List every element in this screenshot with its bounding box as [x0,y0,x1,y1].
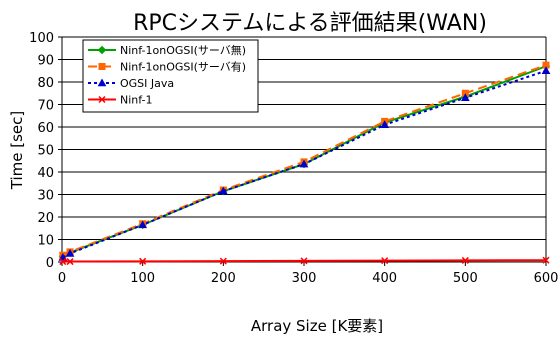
axis-layer: 0 10 20 30 40 50 60 70 80 90 100 0 100 200 300 400 500 60… [29,31,558,286]
series-line [62,64,547,257]
data-point [300,257,308,265]
y-tick-label: 50 [37,144,54,159]
data-point [219,257,227,265]
data-point [58,252,68,261]
data-point [461,256,469,264]
x-tick-label: 500 [453,271,478,286]
y-tick-label: 40 [37,166,54,181]
y-tick-label: 60 [37,121,54,136]
legend-item: Ninf-1 [88,94,153,107]
y-tick-label: 80 [37,76,54,91]
series-2 [58,66,551,261]
legend-label: OGSI Java [120,77,174,90]
data-point [139,257,147,265]
data-point [299,159,309,168]
y-tick-label: 0 [46,256,54,271]
series-layer [58,61,551,266]
x-tick-label: 300 [292,271,317,286]
legend-item: Ninf-1onOGSI(サーバ有) [88,60,246,74]
legend-swatch-marker [98,63,106,70]
y-tick-label: 30 [37,189,54,204]
data-point [541,66,551,75]
x-axis-label: Array Size [K要素] [251,317,383,335]
y-tick-label: 90 [37,54,54,69]
y-axis-label: Time [sec] [8,111,26,190]
legend-label: Ninf-1onOGSI(サーバ有) [120,60,246,74]
x-tick-label: 0 [58,271,66,286]
series-3 [59,256,550,266]
legend-swatch-marker [97,45,107,55]
legend-item: Ninf-1onOGSI(サーバ無) [88,43,246,57]
data-point [542,256,550,264]
data-point [66,258,74,266]
legend: Ninf-1onOGSI(サーバ無) Ninf-1onOGSI(サーバ有) OGSI… [82,39,259,113]
chart-title: RPCシステムによる評価結果(WAN) [133,11,487,36]
data-point [381,257,389,265]
legend-label: Ninf-1onOGSI(サーバ無) [120,43,246,57]
data-point [59,258,67,266]
legend-label: Ninf-1 [120,94,153,107]
y-tick-label: 20 [37,211,54,226]
data-point [460,93,470,102]
y-tick-label: 70 [37,99,54,114]
data-point [218,186,228,195]
x-tick-label: 200 [211,271,236,286]
y-tick-label: 100 [29,31,54,46]
series-line [62,259,547,263]
data-point [65,248,75,257]
x-tick-label: 400 [372,271,397,286]
legend-swatch-marker [97,78,107,87]
x-tick-label: 600 [534,271,559,286]
data-point [380,120,390,129]
x-tick-label: 100 [130,271,155,286]
data-point [138,220,148,229]
legend-swatch-marker [98,95,106,104]
y-tick-label: 10 [37,234,54,249]
legend-item: OGSI Java [88,77,174,90]
series-line [62,69,547,259]
